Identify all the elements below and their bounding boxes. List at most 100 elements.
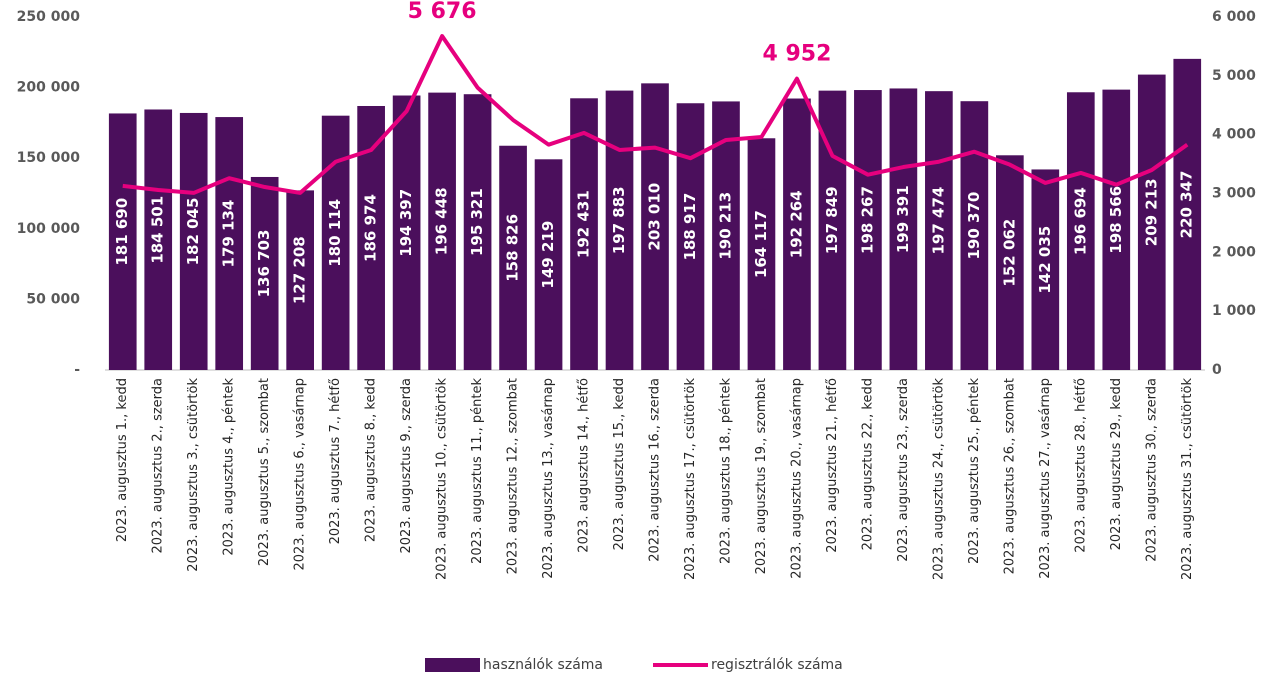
bar-value-label: 190 370 [965, 192, 983, 260]
legend-swatch [425, 658, 480, 672]
bar-value-label: 181 690 [113, 198, 131, 266]
x-tick-label: 2023. augusztus 10., csütörtök [435, 378, 450, 580]
x-tick-label: 2023. augusztus 16., szerda [648, 378, 663, 562]
x-tick-label: 2023. augusztus 3., csütörtök [186, 378, 201, 572]
x-tick-label: 2023. augusztus 17., csütörtök [683, 378, 698, 580]
bar [1102, 89, 1131, 370]
bar-value-label: 209 213 [1142, 178, 1160, 246]
x-tick-label: 2023. augusztus 7., hétfő [328, 378, 343, 544]
bar-value-label: 220 347 [1178, 171, 1196, 239]
x-tick-label: 2023. augusztus 28., hétfő [1073, 378, 1088, 553]
y-tick-label: - [74, 362, 80, 378]
x-tick-label: 2023. augusztus 12., szombat [506, 378, 521, 574]
y2-tick-label: 4 000 [1212, 127, 1256, 143]
x-tick-label: 2023. augusztus 4., péntek [222, 378, 237, 556]
legend-label: használók száma [483, 657, 603, 673]
y2-tick-label: 6 000 [1212, 9, 1256, 25]
line-value-label: 4 952 [762, 42, 831, 67]
bar-value-label: 180 114 [326, 199, 344, 267]
bar [286, 190, 314, 370]
bar [676, 103, 705, 370]
bar-value-label: 179 134 [220, 200, 238, 268]
y2-tick-label: 2 000 [1212, 244, 1256, 260]
line-value-label: 5 676 [408, 0, 477, 24]
bar [428, 92, 456, 371]
x-tick-label: 2023. augusztus 11., péntek [470, 378, 485, 564]
y2-tick-label: 3 000 [1212, 186, 1256, 202]
bar-value-label: 192 431 [575, 190, 593, 258]
bar [534, 159, 563, 370]
x-tick-label: 2023. augusztus 30., szerda [1144, 378, 1159, 562]
x-tick-label: 2023. augusztus 27., vasárnap [1038, 378, 1053, 579]
bar-value-label: 182 045 [184, 198, 202, 266]
x-tick-label: 2023. augusztus 1., kedd [115, 378, 130, 542]
bar [641, 83, 669, 370]
bar [1173, 58, 1202, 371]
bar-value-label: 197 883 [610, 186, 628, 254]
y-tick-label: 250 000 [17, 9, 81, 25]
bar [144, 109, 173, 370]
bar [1137, 74, 1166, 370]
x-tick-label: 2023. augusztus 20., vasárnap [789, 378, 804, 579]
bar-value-label: 197 849 [823, 186, 841, 254]
bar [250, 176, 279, 370]
y2-tick-label: 1 000 [1212, 303, 1256, 319]
bar-value-label: 142 035 [1036, 226, 1054, 294]
bar-value-label: 197 474 [929, 187, 947, 255]
x-tick-label: 2023. augusztus 2., szerda [151, 378, 166, 553]
bar-value-label: 158 826 [504, 214, 522, 282]
bar [605, 90, 634, 370]
bar-value-label: 195 321 [468, 188, 486, 256]
bar [463, 94, 492, 370]
y2-tick-label: 5 000 [1212, 68, 1256, 84]
bar-value-label: 149 219 [539, 221, 557, 289]
bar-value-label: 136 703 [255, 230, 273, 298]
bar [179, 112, 208, 371]
bar [747, 138, 776, 370]
bar-value-label: 184 501 [149, 196, 167, 264]
bar-value-label: 127 208 [291, 236, 309, 304]
bar-value-label: 196 448 [433, 187, 451, 255]
bar [108, 113, 137, 370]
x-tick-label: 2023. augusztus 19., szombat [754, 378, 769, 574]
bar-value-label: 190 213 [716, 192, 734, 260]
bar [889, 88, 918, 371]
y-tick-label: 50 000 [26, 291, 80, 307]
bar-value-label: 194 397 [397, 189, 415, 257]
bar-value-label: 196 694 [1071, 187, 1089, 255]
bar [499, 145, 527, 370]
bar [960, 101, 989, 370]
x-tick-label: 2023. augusztus 23., szerda [896, 378, 911, 562]
y-tick-label: 150 000 [17, 150, 81, 166]
line [122, 34, 1189, 195]
y2-tick-label: 0 [1212, 362, 1222, 378]
x-tick-label: 2023. augusztus 21., hétfő [825, 378, 840, 553]
bar-value-label: 199 391 [894, 185, 912, 253]
x-tick-label: 2023. augusztus 25., péntek [967, 378, 982, 564]
bar [783, 98, 811, 371]
bar [570, 98, 598, 371]
x-tick-label: 2023. augusztus 31., csütörtök [1180, 378, 1195, 580]
bar [925, 91, 953, 370]
bar [1031, 169, 1060, 370]
bar-value-label: 188 917 [681, 193, 699, 261]
x-tick-label: 2023. augusztus 6., vasárnap [293, 378, 308, 571]
bar-value-label: 152 062 [1000, 219, 1018, 287]
bar-value-label: 198 267 [858, 186, 876, 254]
bar-value-label: 198 566 [1107, 186, 1125, 254]
x-tick-label: 2023. augusztus 24., csütörtök [931, 378, 946, 580]
bar-value-label: 203 010 [646, 183, 664, 251]
x-tick-label: 2023. augusztus 22., kedd [860, 378, 875, 550]
y-tick-label: 200 000 [17, 80, 81, 96]
bar-value-label: 186 974 [362, 194, 380, 262]
x-tick-label: 2023. augusztus 15., kedd [612, 378, 627, 550]
x-tick-label: 2023. augusztus 5., szombat [257, 378, 272, 566]
bar [854, 90, 882, 370]
x-tick-label: 2023. augusztus 14., hétfő [577, 378, 592, 553]
x-tick-label: 2023. augusztus 8., kedd [364, 378, 379, 542]
x-tick-label: 2023. augusztus 18., péntek [718, 378, 733, 564]
y-tick-label: 100 000 [17, 221, 81, 237]
x-tick-label: 2023. augusztus 9., szerda [399, 378, 414, 553]
bar [996, 155, 1024, 370]
bar [215, 117, 244, 370]
